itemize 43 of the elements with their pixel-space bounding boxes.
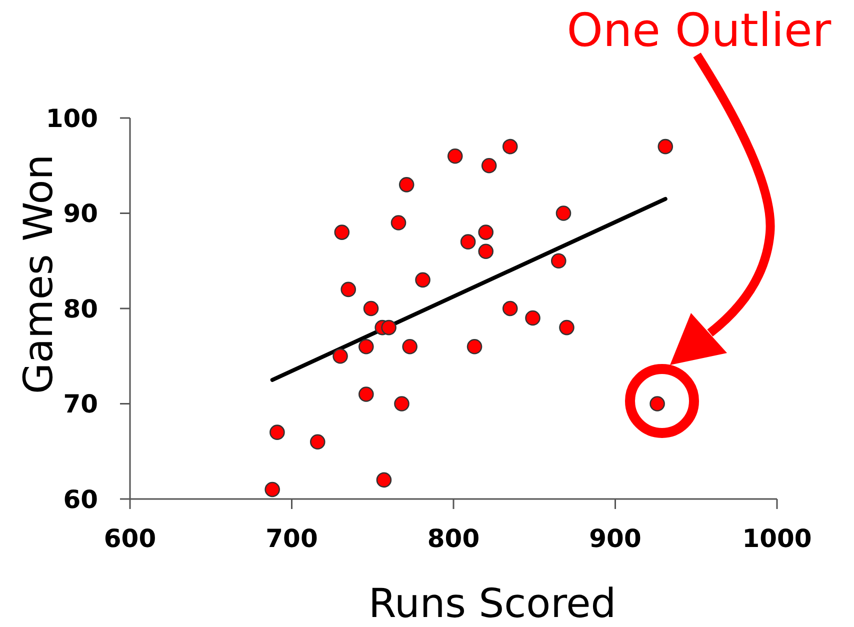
point — [310, 434, 326, 450]
y-axis-title: Games Won — [16, 154, 62, 394]
point — [478, 224, 494, 240]
point — [332, 348, 348, 364]
point — [358, 338, 374, 354]
x-axis-title: Runs Scored — [368, 581, 616, 627]
point — [340, 282, 356, 298]
point — [376, 472, 392, 488]
point — [650, 396, 665, 412]
point — [358, 386, 374, 402]
point — [447, 148, 463, 164]
point — [525, 310, 540, 326]
y-tick-label: 100 — [46, 104, 98, 133]
point — [270, 424, 285, 440]
x-tick-label: 800 — [427, 524, 480, 553]
point — [502, 138, 518, 154]
point — [398, 177, 414, 192]
point — [460, 234, 476, 250]
point — [363, 300, 379, 316]
y-tick-label: 90 — [63, 199, 98, 228]
point — [466, 338, 482, 354]
x-tick-label: 600 — [104, 524, 156, 553]
x-tick-label: 1000 — [742, 524, 812, 553]
y-tick-label: 70 — [63, 390, 98, 419]
point — [381, 320, 396, 336]
y-tick-label: 60 — [63, 484, 98, 514]
x-tick-label: 700 — [266, 524, 318, 553]
point — [502, 300, 518, 316]
point — [559, 320, 574, 336]
point — [478, 244, 494, 259]
text: One Outlier — [566, 3, 832, 57]
point — [658, 138, 674, 154]
point — [481, 158, 497, 174]
point — [334, 224, 350, 240]
point — [264, 482, 280, 498]
x-tick-label: 900 — [589, 524, 642, 553]
point — [390, 215, 406, 230]
y-tick-label: 80 — [63, 294, 98, 324]
point — [402, 338, 418, 354]
point — [556, 206, 572, 221]
point — [394, 396, 410, 412]
point — [415, 272, 430, 288]
point — [550, 253, 566, 269]
